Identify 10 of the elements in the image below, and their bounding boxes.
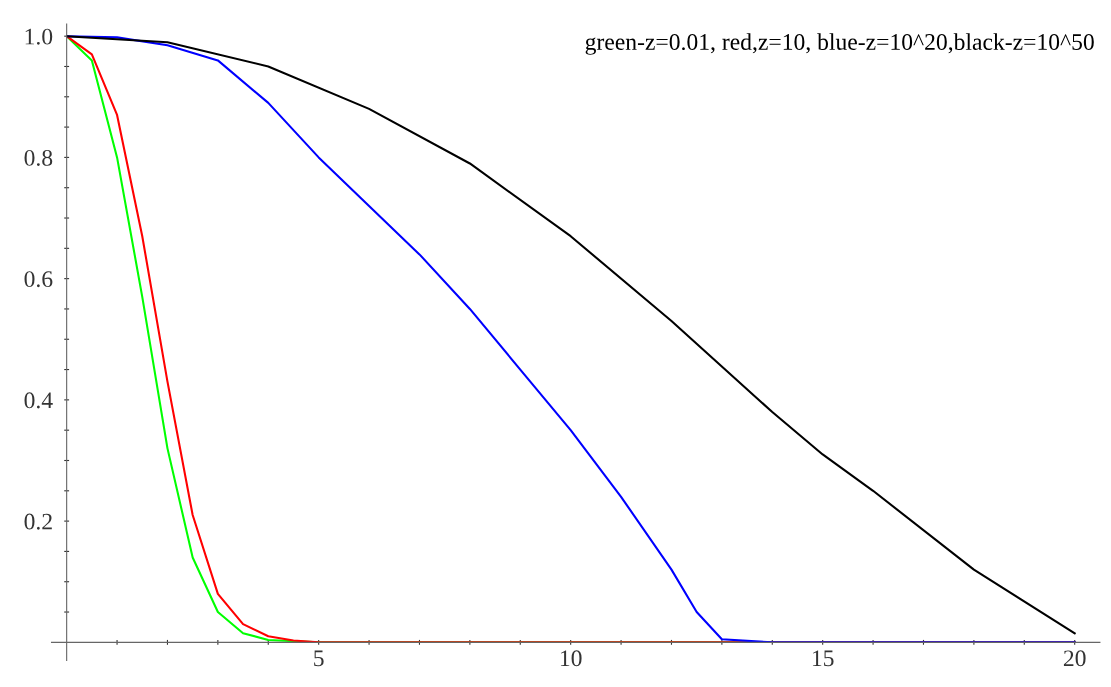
x-tick-label: 20 xyxy=(1063,650,1086,667)
y-tick-label: 0.4 xyxy=(24,392,53,409)
annotation: green-z=0.01, red,z=10, blue-z=10^20,black-z=10^50 xyxy=(585,33,1094,55)
x-tick-label: 15 xyxy=(812,650,834,667)
y-tick-label: 0.2 xyxy=(24,513,52,530)
x-tick-label: 10 xyxy=(560,650,582,667)
x-tick-label: 5 xyxy=(314,650,324,667)
y-tick-label: 1.0 xyxy=(25,28,53,45)
y-tick-label: 0.6 xyxy=(24,271,53,288)
y-tick-label: 0.8 xyxy=(24,149,53,166)
